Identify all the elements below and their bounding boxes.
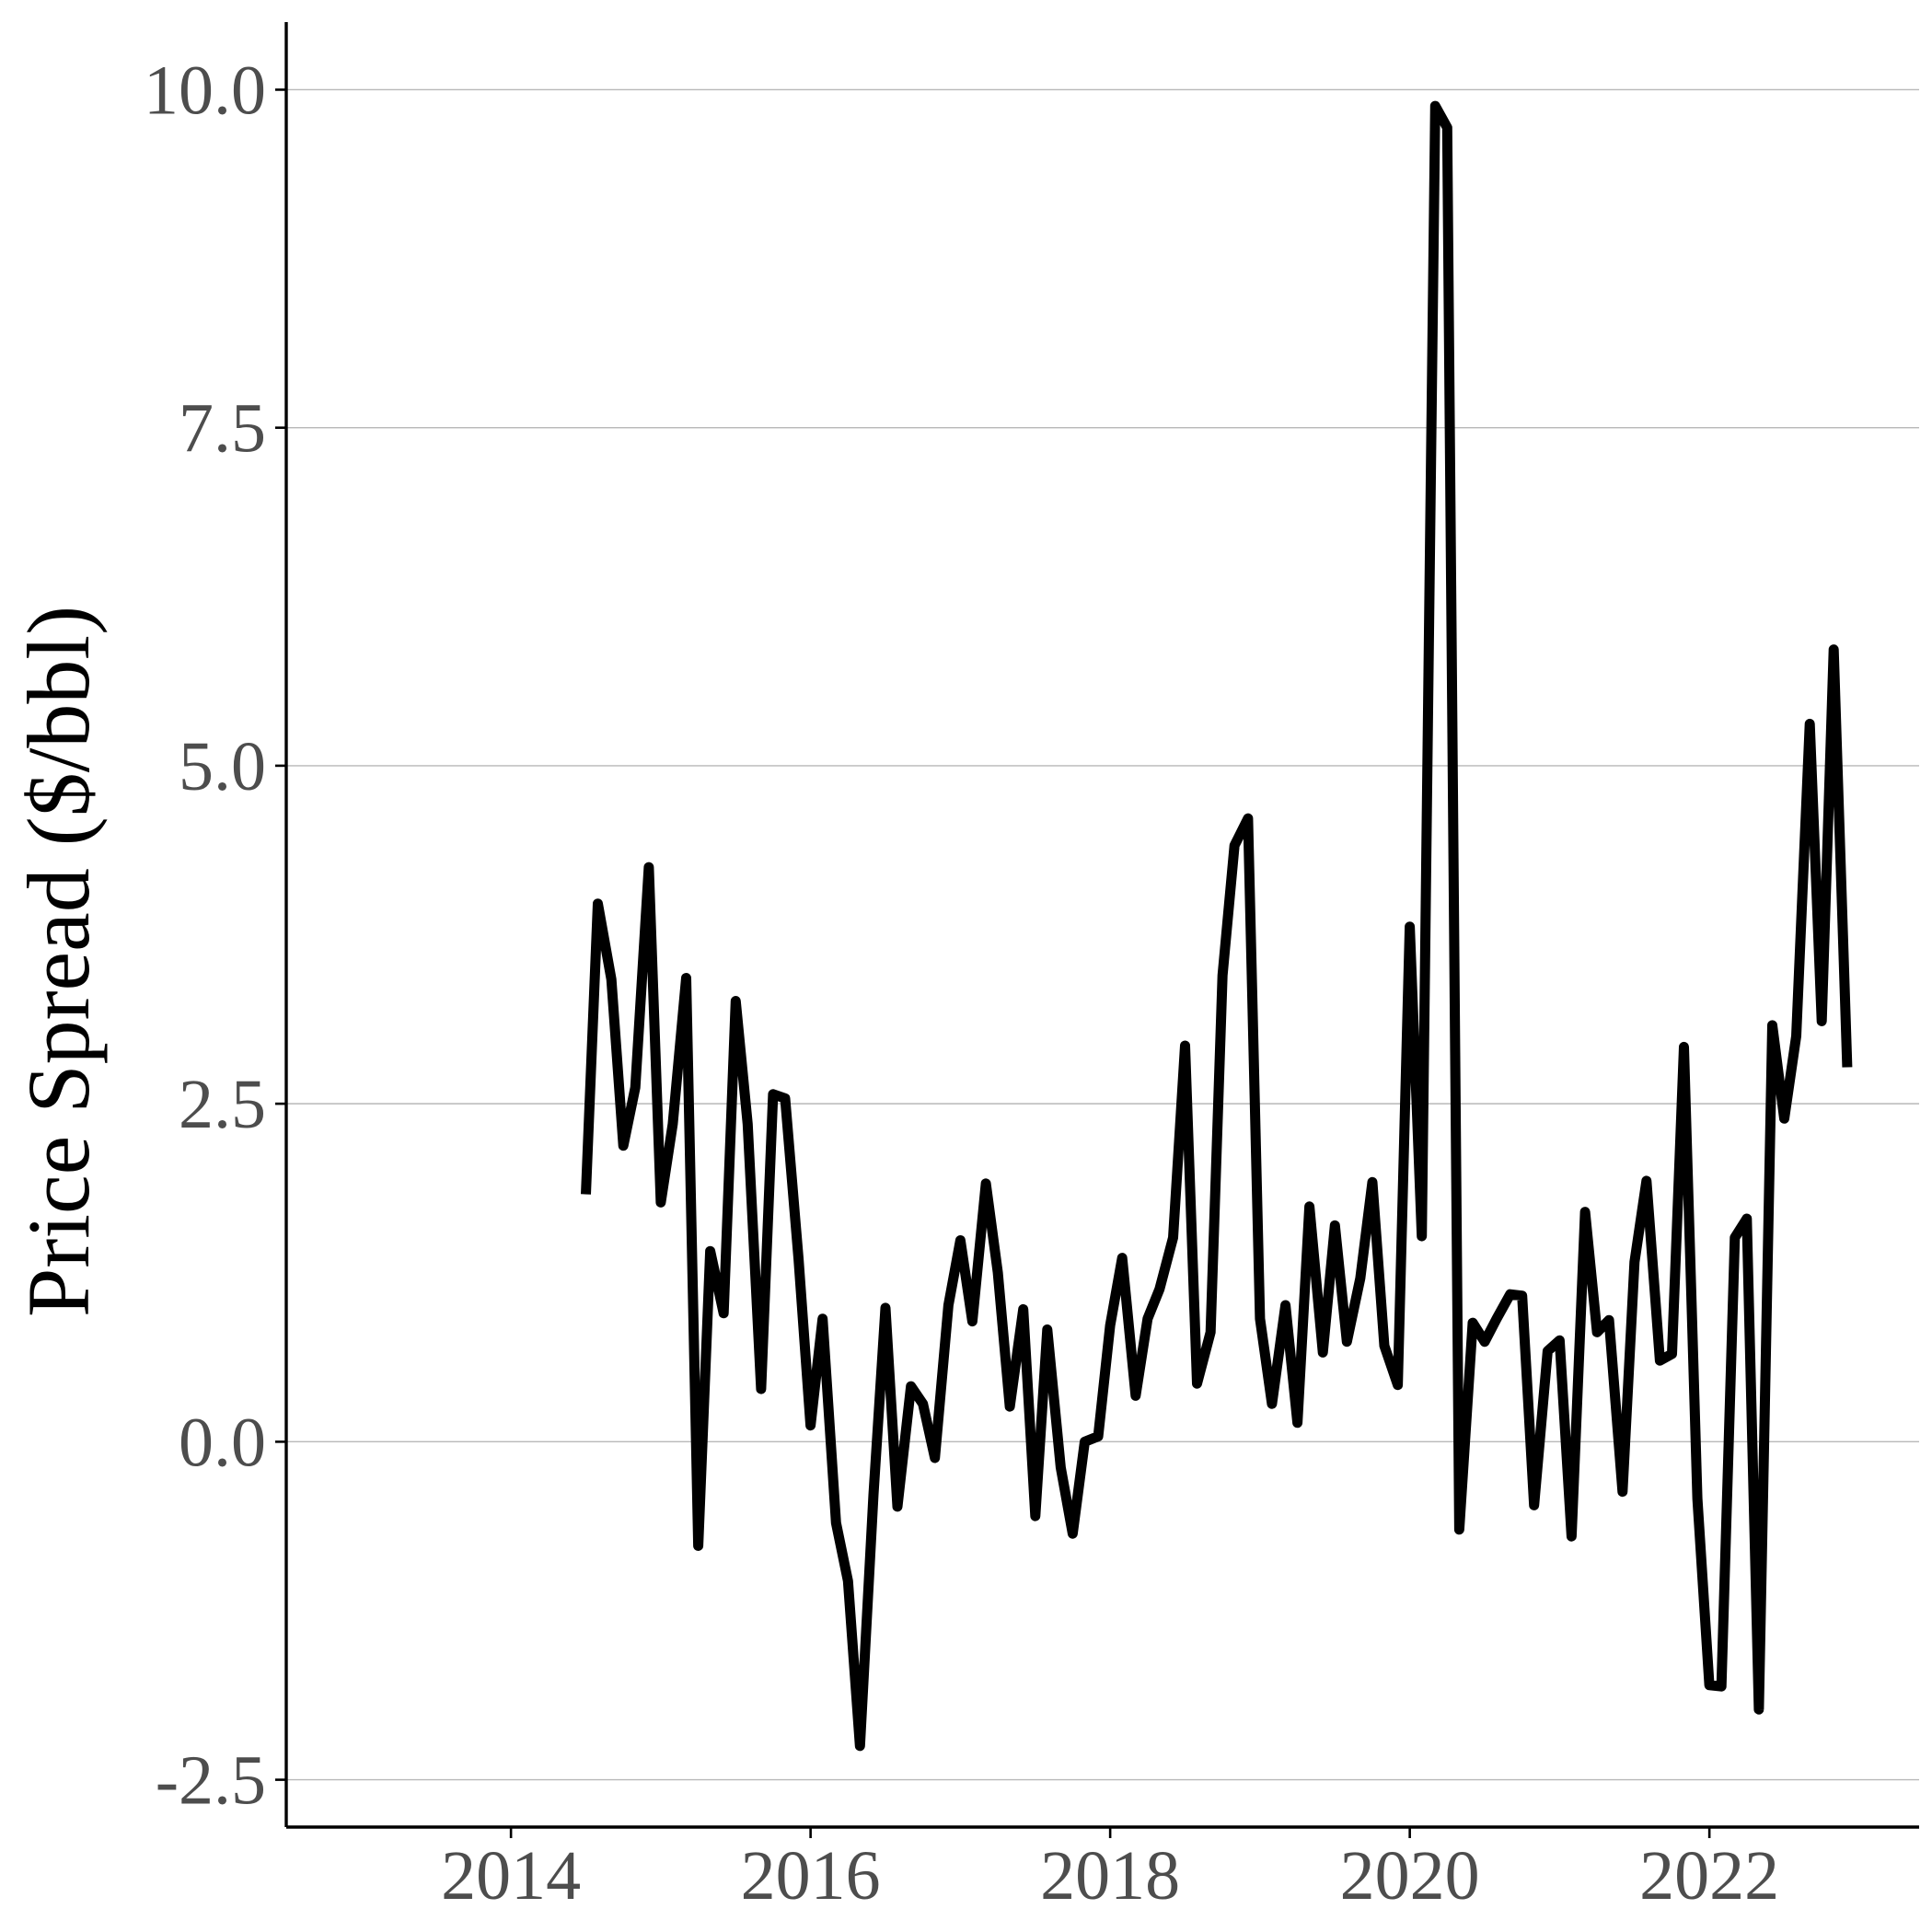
y-axis-title: Price Spread ($/bbl) [9, 606, 108, 1317]
x-tick-label: 2014 [441, 1837, 581, 1915]
x-axis: 2014 2016 2018 2020 2022 [441, 1827, 1779, 1915]
x-tick-label: 2016 [741, 1837, 881, 1915]
y-tick-label: 2.5 [179, 1066, 266, 1143]
x-tick-label: 2020 [1340, 1837, 1480, 1915]
series-layer [581, 100, 1853, 1752]
axis-lines [284, 22, 1919, 1829]
y-tick-label: 5.0 [179, 728, 266, 805]
x-tick-label: 2022 [1639, 1837, 1779, 1915]
y-tick-label: -2.5 [156, 1742, 266, 1820]
y-tick-label: 7.5 [179, 390, 266, 468]
gridlines [286, 88, 1919, 1781]
y-tick-label: 0.0 [179, 1404, 266, 1481]
x-tick-label: 2018 [1040, 1837, 1180, 1915]
data-series-line [581, 100, 1853, 1752]
y-axis: -2.5 0.0 2.5 5.0 7.5 10.0 [144, 52, 286, 1820]
y-tick-label: 10.0 [144, 52, 266, 129]
